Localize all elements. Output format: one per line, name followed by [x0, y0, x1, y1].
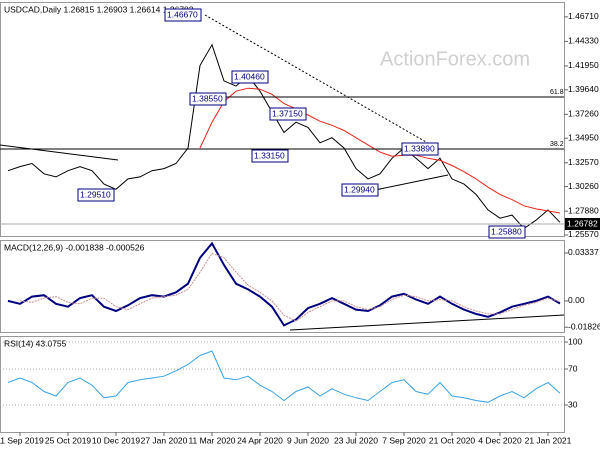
- y-tick-label: 1.27880: [568, 205, 599, 215]
- annotation-box: [189, 92, 227, 106]
- trend-line: [0, 144, 119, 161]
- y-tick-label: 1.34950: [568, 132, 599, 142]
- panel-frame: [0, 336, 565, 433]
- last-price-label: 1.26782: [567, 218, 598, 228]
- y-tick-label: 0.03337: [568, 247, 599, 257]
- y-tick-label: 1.30260: [568, 181, 599, 191]
- x-tick-label: 23 Jul 2020: [334, 435, 378, 445]
- y-tick-label: 1.41950: [568, 60, 599, 70]
- y-tick-label: 1.44330: [568, 36, 599, 46]
- panel-title: RSI(14) 43.0755: [4, 338, 67, 348]
- series-line: [7, 241, 561, 327]
- annotation-box: [401, 142, 439, 156]
- x-tick-label: 7 Sep 2020: [382, 435, 426, 445]
- x-tick-label: 25 Oct 2019: [45, 435, 92, 445]
- panel-title: MACD(12,26,9) -0.001838 -0.000526: [4, 242, 145, 252]
- annotation: 1.37150: [272, 108, 303, 118]
- trend-line: [204, 14, 441, 151]
- x-tick-label: 10 Dec 2019: [92, 435, 140, 445]
- last-price-box: [565, 218, 600, 230]
- y-tick-label: -0.018262: [568, 321, 600, 331]
- panel-frame: [0, 2, 565, 237]
- y-tick-label: 70: [568, 363, 578, 373]
- level-label: 61.8: [550, 89, 564, 96]
- annotation: 1.25880: [491, 226, 522, 236]
- annotation-box: [231, 70, 269, 84]
- x-tick-label: 11 Sep 2019: [0, 435, 44, 445]
- y-tick-label: 100: [568, 336, 582, 346]
- macd-trend-line: [289, 314, 565, 331]
- panel-title: USDCAD,Daily 1.26815 1.26903 1.26614 1.2…: [4, 4, 194, 14]
- y-tick-label: 1.37260: [568, 109, 599, 119]
- x-tick-label: 4 Dec 2020: [478, 435, 522, 445]
- annotation-box: [164, 8, 202, 22]
- x-tick-label: 9 Jun 2020: [287, 435, 329, 445]
- annotation-box: [488, 225, 526, 239]
- y-tick-label: 1.25570: [568, 229, 599, 239]
- annotation: 1.46670: [167, 9, 198, 19]
- panel-frame: [0, 240, 565, 333]
- annotation: 1.29510: [80, 189, 111, 199]
- annotation-box: [269, 107, 307, 121]
- annotation: 1.33890: [404, 143, 435, 153]
- annotation-box: [341, 183, 379, 197]
- x-tick-label: 21 Jan 2021: [525, 435, 572, 445]
- y-tick-label: 1.46710: [568, 11, 599, 21]
- series-line: [19, 252, 561, 322]
- series-line: [7, 43, 561, 230]
- x-tick-label: 24 Apr 2020: [237, 435, 283, 445]
- series-line: [7, 350, 561, 403]
- x-tick-label: 21 Oct 2020: [429, 435, 476, 445]
- level-label: 38.2: [550, 141, 564, 148]
- annotation: 1.33150: [254, 150, 285, 160]
- y-tick-label: 30: [568, 399, 578, 409]
- annotation-box: [77, 188, 115, 202]
- annotation: 1.40460: [234, 71, 265, 81]
- x-tick-label: 27 Jan 2020: [141, 435, 188, 445]
- trend-line: [374, 174, 449, 191]
- y-tick-label: 0.00: [568, 295, 585, 305]
- y-tick-label: 1.39640: [568, 84, 599, 94]
- x-tick-label: 11 Mar 2020: [188, 435, 235, 445]
- annotation: 1.38550: [192, 93, 223, 103]
- series-line: [199, 87, 561, 214]
- y-tick-label: 1.32570: [568, 157, 599, 167]
- annotation: 1.29940: [344, 184, 375, 194]
- watermark: ActionForex.com: [380, 48, 530, 70]
- annotation-box: [251, 149, 289, 163]
